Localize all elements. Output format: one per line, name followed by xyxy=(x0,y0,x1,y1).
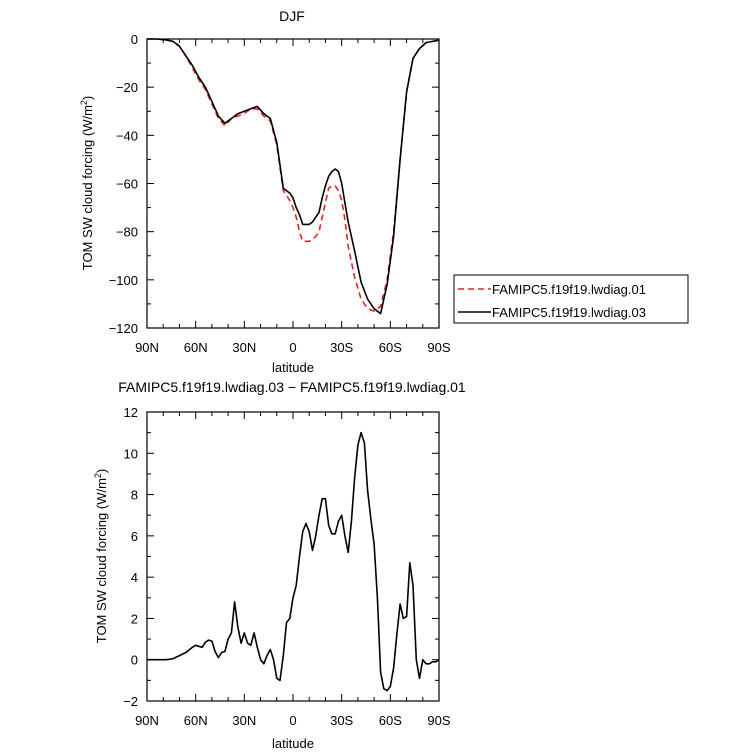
x-tick-label: 60S xyxy=(379,340,402,355)
y-tick-label: −20 xyxy=(116,80,138,95)
y-axis-label-superscript: 2 xyxy=(93,473,103,478)
y-tick-label: −40 xyxy=(116,128,138,143)
y-tick-label: 0 xyxy=(131,653,138,668)
axis-ticks-difference: 90N 60N 30N 0 30S 60S 90S 12 10 8 6 4 2 0 −2 xyxy=(123,405,451,728)
y-tick-label: 6 xyxy=(131,529,138,544)
y-tick-label: −120 xyxy=(109,321,138,336)
y-axis-label-text: TOM SW cloud forcing (W/m xyxy=(80,105,95,270)
y-axis-label-text: TOM SW cloud forcing (W/m xyxy=(94,478,109,643)
y-tick-label: 12 xyxy=(124,405,138,420)
x-tick-label: 30S xyxy=(330,713,353,728)
chart-title: DJF xyxy=(279,8,305,24)
series-lines xyxy=(147,38,440,315)
x-tick-label: 30N xyxy=(232,340,256,355)
x-tick-label: 60N xyxy=(184,713,208,728)
x-tick-label: 90N xyxy=(135,713,159,728)
series-lines-difference xyxy=(147,431,440,692)
series-line-famipc5-f19f19-lwdiag-03 xyxy=(147,38,440,315)
legend-box xyxy=(453,274,689,324)
y-tick-label: −2 xyxy=(123,694,138,709)
chart-title-difference: FAMIPC5.f19f19.lwdiag.03 − FAMIPC5.f19f1… xyxy=(118,379,466,395)
x-axis-label: latitude xyxy=(272,360,314,375)
djf-cloud-forcing-panel: DJF 90N 60N 30N 0 30S 60S 90S 0 −20 −40 −60 −80 −100… xyxy=(79,8,689,375)
y-axis-label-tail: ) xyxy=(94,469,109,473)
y-tick-label: 10 xyxy=(124,446,138,461)
x-tick-label: 60N xyxy=(184,340,208,355)
series-line-difference xyxy=(147,431,440,692)
y-axis-label-superscript: 2 xyxy=(79,100,89,105)
y-axis-label-tail: ) xyxy=(80,96,95,100)
y-tick-label: −100 xyxy=(109,273,138,288)
x-tick-label: 30N xyxy=(232,713,256,728)
x-tick-label: 0 xyxy=(289,713,296,728)
legend-label-lwdiag-01: FAMIPC5.f19f19.lwdiag.01 xyxy=(492,282,646,297)
x-tick-label: 90N xyxy=(135,340,159,355)
difference-panel: FAMIPC5.f19f19.lwdiag.03 − FAMIPC5.f19f1… xyxy=(93,379,466,751)
y-tick-label: 4 xyxy=(131,570,138,585)
x-tick-label: 0 xyxy=(289,340,296,355)
y-tick-label: −80 xyxy=(116,225,138,240)
x-tick-label: 30S xyxy=(330,340,353,355)
y-axis-label: TOM SW cloud forcing (W/m2) xyxy=(79,96,95,271)
y-tick-label: 8 xyxy=(131,488,138,503)
series-line-famipc5-f19f19-lwdiag-01 xyxy=(147,38,440,312)
y-tick-label: 0 xyxy=(131,32,138,47)
x-axis-label-difference: latitude xyxy=(272,736,314,751)
axis-ticks: 90N 60N 30N 0 30S 60S 90S 0 −20 −40 −60 −80 −100 −120 xyxy=(109,32,451,355)
legend-label-lwdiag-03: FAMIPC5.f19f19.lwdiag.03 xyxy=(492,305,646,320)
plot-area-frame xyxy=(146,38,440,329)
legend: FAMIPC5.f19f19.lwdiag.01 FAMIPC5.f19f19.… xyxy=(453,274,689,324)
x-tick-label: 60S xyxy=(379,713,402,728)
x-tick-label: 90S xyxy=(427,340,450,355)
y-tick-label: −60 xyxy=(116,177,138,192)
y-tick-label: 2 xyxy=(131,611,138,626)
x-tick-label: 90S xyxy=(427,713,450,728)
y-axis-label-difference: TOM SW cloud forcing (W/m2) xyxy=(93,469,109,644)
